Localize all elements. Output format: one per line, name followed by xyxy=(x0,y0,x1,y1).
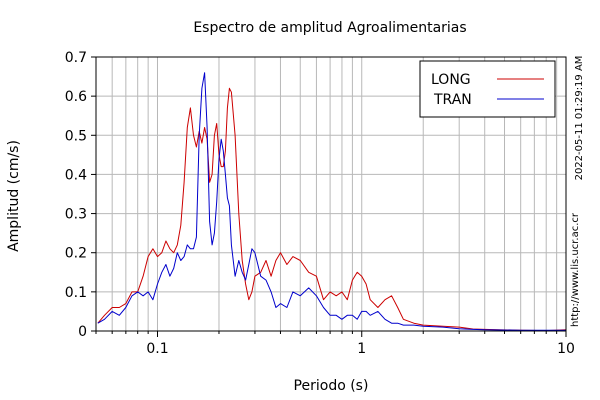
x-axis-label: Periodo (s) xyxy=(294,378,369,394)
y-tick-label: 0.5 xyxy=(65,128,87,144)
y-tick-label: 0.3 xyxy=(65,207,87,223)
grid xyxy=(95,57,567,331)
axis-ticks: 0.1 1 10 0 0.1 0.2 0.3 0.4 0.5 0.6 0.7 xyxy=(65,50,575,357)
legend-label-tran: TRAN xyxy=(433,92,472,108)
source-url-text: http://www.lis.ucr.ac.cr xyxy=(570,212,581,327)
y-tick-label: 0.1 xyxy=(65,285,87,301)
y-tick-label: 0.4 xyxy=(65,167,87,183)
plot-frame xyxy=(95,56,567,332)
y-tick-label: 0.7 xyxy=(65,50,87,66)
series-lines xyxy=(97,72,567,332)
x-tick-label: 0.1 xyxy=(146,341,168,357)
legend-label-long: LONG xyxy=(431,72,471,88)
y-axis-label: Amplitud (cm/s) xyxy=(6,140,22,252)
y-tick-label: 0.6 xyxy=(65,89,87,105)
x-tick-label: 1 xyxy=(357,341,366,357)
y-tick-label: 0.2 xyxy=(65,246,87,262)
timestamp-text: 2022-05-11 01:29:19 AM xyxy=(574,56,585,181)
legend-box xyxy=(419,60,556,118)
y-tick-label: 0 xyxy=(78,324,87,340)
legend: LONG TRAN xyxy=(419,60,556,118)
x-tick-label: 10 xyxy=(557,341,575,357)
chart-title: Espectro de amplitud Agroalimentarias xyxy=(193,20,466,36)
series-line-long xyxy=(97,87,567,332)
series-line-tran xyxy=(97,72,566,331)
